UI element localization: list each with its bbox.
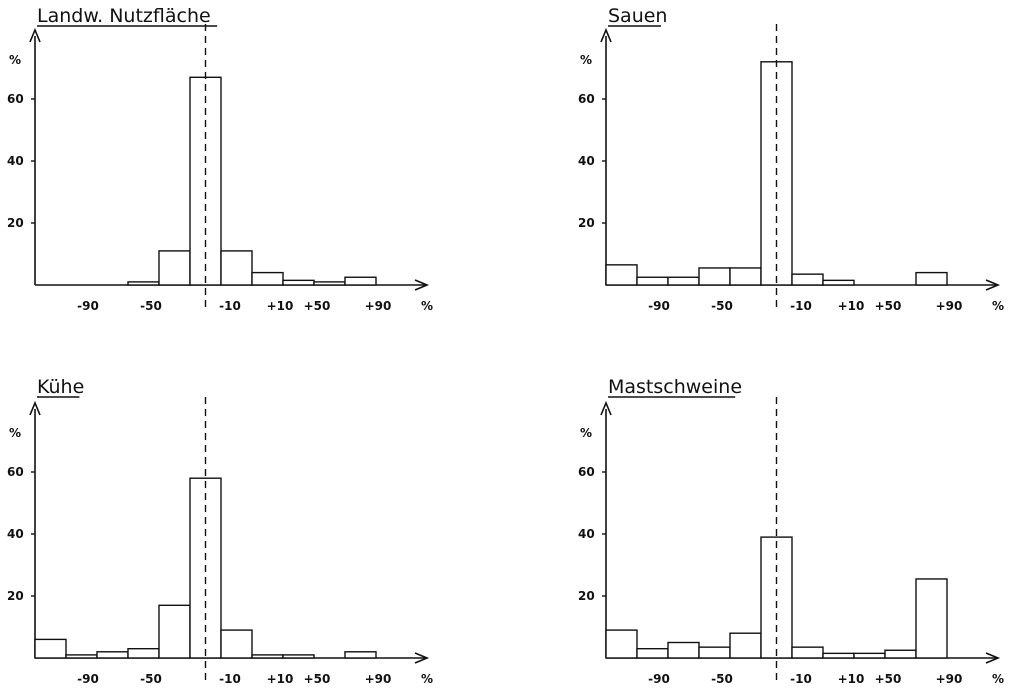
panel4-y-axis-label: % [580,426,592,440]
panel1-bar-+50 [282,279,315,286]
panel2-x-tick-label: +10 [838,299,865,313]
panel4-bar-+90 [915,578,948,659]
panel1-bar-+30 [251,271,284,286]
panel3-x-tick-label: -50 [140,672,162,686]
panel2-chart-title: Sauen [608,5,667,27]
panel3-bar--110 [34,638,67,659]
panel1-x-tick-label: +10 [267,299,294,313]
panel4-y-axis-arrow [600,400,612,416]
panel4-y-tick-label: 60 [578,465,595,479]
panel4-x-tick-label: +50 [875,672,902,686]
panel3-x-tick-label: +10 [267,672,294,686]
panel4-bar-+30 [822,652,855,659]
panel3-bar--50 [127,648,160,659]
panel1-x-axis-label: % [421,299,433,313]
panel4-bar-+50 [853,652,886,659]
panel4-bar--110 [605,629,638,659]
panel1-y-tick-label: 60 [7,92,24,106]
panel2-x-axis-arrow [985,279,1001,291]
panel3-x-tick-label: +90 [365,672,392,686]
panel3-bar--90 [65,654,98,659]
panel2-x-axis-label: % [992,299,1004,313]
panel4-chart-title: Mastschweine [608,376,742,398]
panel2-x-tick-label: -50 [711,299,733,313]
panel4-bar--50 [698,646,731,659]
panel3-bar-+50 [282,654,315,659]
panel2-x-tick-label: +50 [875,299,902,313]
panel3-x-tick-label: +50 [304,672,331,686]
panel1-bar--30 [158,250,191,286]
panel2-y-tick-label: 60 [578,92,595,106]
panel2-bar--110 [605,264,638,286]
panel1-bar-+10 [220,250,253,286]
panel4-bar--70 [667,641,700,659]
panel1-x-tick-label: +90 [365,299,392,313]
panel2-bar-+30 [822,279,855,286]
panel1-x-tick-label: -50 [140,299,162,313]
panel4-x-axis-label: % [992,672,1004,686]
panel1-chart-title: Landw. Nutzfläche [37,5,211,27]
panel3-x-tick-label: -10 [219,672,241,686]
panel4-x-tick-label: -10 [790,672,812,686]
panel2-bar-+90 [915,271,948,286]
panel4-x-tick-label: -90 [648,672,670,686]
panel2-bar-+10 [791,273,824,286]
panel3-bar-+10 [220,629,253,659]
panel1-bar--50 [127,281,160,286]
panel3-y-tick-label: 60 [7,465,24,479]
panel2-bar--70 [667,276,700,286]
panel1-y-axis-label: % [9,53,21,67]
panel1-x-tick-label: -10 [219,299,241,313]
panel2-y-axis-label: % [580,53,592,67]
panel2-x-tick-label: -10 [790,299,812,313]
panel1-x-axis-arrow [414,279,430,291]
panel1-y-tick-label: 40 [7,154,24,168]
panel4-bar-+70 [884,649,917,659]
panel4-y-tick-label: 40 [578,527,595,541]
panel3-bar--70 [96,651,129,659]
panel1-bar-+70 [313,281,346,286]
panel1-y-axis-arrow [29,27,41,43]
panel3-x-axis-arrow [414,652,430,664]
panel1-y-tick-label: 20 [7,216,24,230]
panel4-x-tick-label: +10 [838,672,865,686]
panel3-y-axis-arrow [29,400,41,416]
panel1-x-tick-label: -90 [77,299,99,313]
panel3-x-axis-label: % [421,672,433,686]
panel4-bar-+10 [791,646,824,659]
panel3-chart-title: Kühe [37,376,84,398]
panel2-y-tick-label: 20 [578,216,595,230]
panel1-bar-+90 [344,276,377,286]
panel1-x-tick-label: +50 [304,299,331,313]
panel4-bar--30 [729,632,762,659]
panel3-x-tick-label: -90 [77,672,99,686]
panel3-y-tick-label: 20 [7,589,24,603]
panel3-y-tick-label: 40 [7,527,24,541]
panel4-x-tick-label: +90 [936,672,963,686]
panel2-bar--50 [698,267,731,286]
panel2-bar--30 [729,267,762,286]
panel4-bar--90 [636,648,669,659]
panel3-bar--30 [158,604,191,659]
panel2-bar--90 [636,276,669,286]
panel3-y-axis-label: % [9,426,21,440]
panel4-x-tick-label: -50 [711,672,733,686]
panel3-bar-+30 [251,654,284,659]
panel2-y-axis-arrow [600,27,612,43]
panel3-bar-+90 [344,651,377,659]
panel2-x-tick-label: -90 [648,299,670,313]
panel4-y-tick-label: 20 [578,589,595,603]
panel4-x-axis-arrow [985,652,1001,664]
panel2-y-tick-label: 40 [578,154,595,168]
panel2-x-tick-label: +90 [936,299,963,313]
